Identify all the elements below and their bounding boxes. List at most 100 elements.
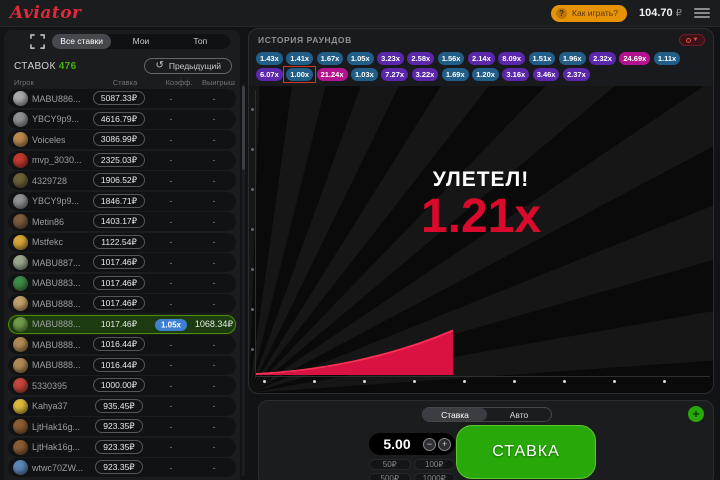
history-toggle-button[interactable]: ▼ xyxy=(679,34,705,46)
balance-currency: ₽ xyxy=(675,8,682,19)
bet-row: MABU888... 1016.44₽ - - xyxy=(8,335,236,354)
player-name: YBCY9p9... xyxy=(32,114,80,124)
history-chip: 2.37x xyxy=(562,68,590,81)
bet-amount: 1017.46₽ xyxy=(92,296,146,310)
tab-auto[interactable]: Авто xyxy=(509,410,529,420)
coefficient-cell: - xyxy=(169,134,173,145)
bet-amount-pill: 3086.99₽ xyxy=(92,132,146,146)
avatar xyxy=(13,337,28,352)
bet-amount-pill: 1403.17₽ xyxy=(92,214,146,228)
history-chip: 2.32x xyxy=(589,52,616,65)
bets-word: СТАВОК xyxy=(14,60,56,72)
tab-my-bets[interactable]: Мои xyxy=(132,36,150,46)
history-chip: 2.58x xyxy=(407,52,435,65)
history-chip: 1.96x xyxy=(558,52,586,65)
bet-amount-pill: 1017.46₽ xyxy=(92,275,146,290)
bet-amount-value[interactable]: 5.00 xyxy=(383,436,411,452)
avatar xyxy=(13,255,28,270)
axis-dot xyxy=(713,380,714,383)
avatar xyxy=(13,152,28,168)
history-chip: 3.22x xyxy=(411,68,439,81)
crash-multiplier: 1.21x xyxy=(420,190,542,243)
coefficient-cell: - xyxy=(169,175,173,186)
previous-round-button[interactable]: ↺ Предыдущий xyxy=(144,58,232,74)
win-cell: - xyxy=(212,155,216,165)
history-clock-icon: ↺ xyxy=(155,60,164,71)
bet-amount: 1016.44₽ xyxy=(92,357,146,372)
bet-amount: 4616.79₽ xyxy=(92,111,146,126)
tab-all-bets[interactable]: Все ставки xyxy=(52,34,112,49)
chevron-down-icon: ▼ xyxy=(692,37,699,43)
history-chip: 6.07x xyxy=(256,68,283,81)
axis-dot xyxy=(250,228,254,231)
history-chip: 1.67x xyxy=(316,52,344,65)
bet-row: MABU886... 5087.33₽ - - xyxy=(8,89,236,108)
bet-amount-box: 5.00 − + xyxy=(369,433,455,455)
history-chip: 1.69x xyxy=(441,68,469,81)
win-cell: 1068.34₽ xyxy=(194,318,234,329)
history-chip: 1.03x xyxy=(351,68,378,81)
quick-bet-button[interactable]: 50₽ xyxy=(369,459,411,470)
history-chip: 21.24x xyxy=(316,68,348,81)
bet-amount: 1017.46₽ xyxy=(92,255,146,269)
hamburger-menu-icon[interactable] xyxy=(694,7,710,19)
avatar xyxy=(13,419,28,434)
quick-bet-buttons: 50₽ 100₽ 500₽ 1000₽ xyxy=(369,459,455,480)
add-bet-slot-button[interactable]: + xyxy=(688,406,704,422)
previous-round-label: Предыдущий xyxy=(168,61,221,71)
col-win: Выигрыш xyxy=(202,78,235,87)
axis-dot xyxy=(250,268,254,271)
player-name: MABU888... xyxy=(32,360,81,370)
coefficient-cell: - xyxy=(169,237,173,247)
coefficient-cell: - xyxy=(169,114,173,124)
win-cell: - xyxy=(212,401,216,411)
history-chip: 1.41x xyxy=(286,52,314,65)
player-name: Voiceles xyxy=(32,134,66,145)
col-coef: Коэфф. xyxy=(165,78,193,87)
axis-dot xyxy=(663,380,666,383)
axis-dot xyxy=(250,188,254,191)
quick-bet-button[interactable]: 500₽ xyxy=(369,473,411,480)
player-name: MABU883... xyxy=(32,278,81,288)
round-history-title: ИСТОРИЯ РАУНДОВ xyxy=(258,35,352,45)
round-status-text: УЛЕТЕЛ! xyxy=(432,168,530,191)
player-name: MABU888... xyxy=(32,319,81,329)
how-to-play-label: Как играть? xyxy=(572,8,618,18)
bets-list: MABU886... 5087.33₽ - - YBCY9p9... 4616.79₽ - -… xyxy=(4,89,240,477)
history-chip: 2.14x xyxy=(467,52,495,65)
tab-top[interactable]: Топ xyxy=(193,36,208,46)
fullscreen-icon[interactable] xyxy=(30,34,45,49)
bet-amount: 1403.17₽ xyxy=(92,214,146,228)
coefficient-cell: - xyxy=(169,380,173,391)
bet-amount-pill: 923.35₽ xyxy=(95,439,143,454)
quick-bet-button[interactable]: 1000₽ xyxy=(413,473,455,480)
bet-row: Mstfekc 1122.54₽ - - xyxy=(8,232,236,252)
increase-amount-button[interactable]: + xyxy=(438,437,451,451)
history-chip: 24.69x xyxy=(619,52,651,65)
coefficient-cell: - xyxy=(169,360,173,370)
player-name: 5330395 xyxy=(32,380,68,391)
place-bet-button[interactable]: СТАВКА xyxy=(456,425,596,479)
avatar xyxy=(13,214,28,229)
bet-amount: 1846.71₽ xyxy=(92,193,146,208)
avatar xyxy=(13,357,28,373)
win-cell: - xyxy=(212,360,216,370)
win-cell: - xyxy=(212,442,216,452)
x-axis xyxy=(255,376,710,377)
bet-panel: Ставка Авто + 5.00 − + 50₽ 100₽ 500₽ 1000₽ … xyxy=(258,400,714,480)
scrollbar-thumb[interactable] xyxy=(242,86,245,170)
bet-row: mvp_3030... 2325.03₽ - - xyxy=(8,150,236,170)
bet-amount: 2325.03₽ xyxy=(92,152,146,167)
quick-bet-button[interactable]: 100₽ xyxy=(413,459,455,470)
sidebar-scrollbar[interactable] xyxy=(242,84,245,476)
player-name: MABU886... xyxy=(32,93,81,104)
topbar-right: ? Как играть? 104.70 ₽ xyxy=(551,4,710,22)
bet-amount-pill: 1122.54₽ xyxy=(93,234,145,249)
decrease-amount-button[interactable]: − xyxy=(423,437,436,451)
how-to-play-button[interactable]: ? Как играть? xyxy=(551,4,627,22)
history-chip: 1.56x xyxy=(437,52,465,65)
history-chip: 1.43x xyxy=(256,52,283,65)
tab-bet[interactable]: Ставка xyxy=(423,408,487,421)
win-cell: - xyxy=(212,339,216,350)
